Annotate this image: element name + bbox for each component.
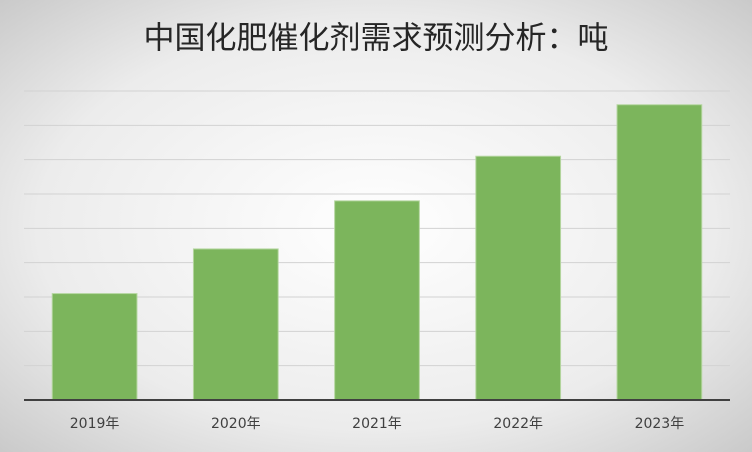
bar bbox=[334, 200, 420, 401]
bar bbox=[51, 293, 138, 401]
x-tick-label: 2022年 bbox=[493, 416, 543, 432]
bar bbox=[616, 104, 703, 401]
x-tick-label: 2020年 bbox=[211, 416, 261, 432]
x-tick-label: 2021年 bbox=[352, 416, 402, 432]
chart-title: 中国化肥催化剂需求预测分析：吨 bbox=[144, 21, 609, 57]
bar bbox=[192, 248, 279, 401]
x-tick-label: 2023年 bbox=[635, 416, 685, 432]
bar bbox=[475, 155, 562, 401]
x-tick-label: 2019年 bbox=[70, 416, 120, 432]
